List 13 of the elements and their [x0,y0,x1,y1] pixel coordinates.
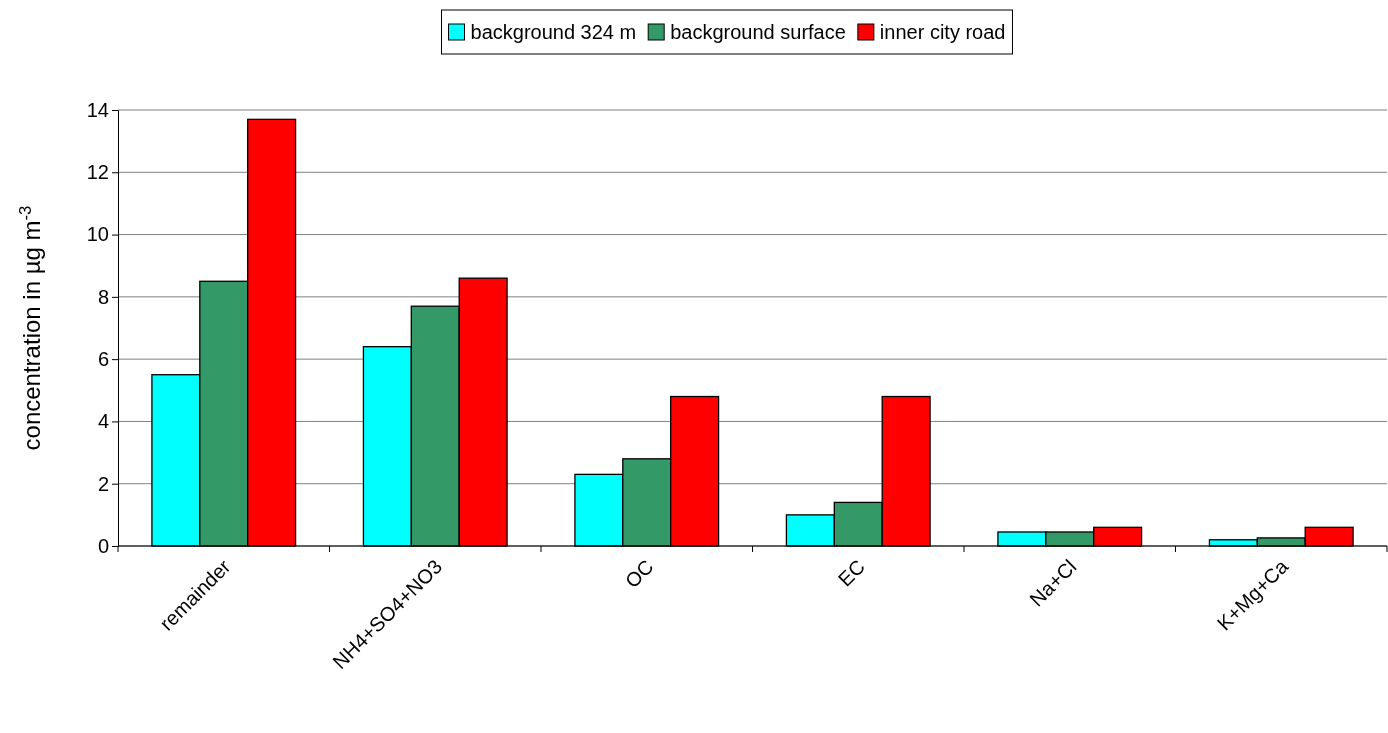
legend-label: background surface [670,21,846,43]
y-tick-label: 0 [97,534,109,557]
y-tick-label: 6 [97,348,109,371]
y-tick-label: 8 [97,285,109,308]
x-tick-label: EC [833,555,870,591]
y-tick-label: 2 [97,472,109,495]
y-tick-label: 14 [86,98,109,121]
x-tick-label: OC [620,555,658,593]
legend-label: background 324 m [470,21,637,43]
legend-label: inner city road [879,21,1006,43]
y-tick-label: 4 [97,410,109,433]
y-tick-label: 10 [86,223,109,246]
y-tick-label: 12 [86,161,109,184]
